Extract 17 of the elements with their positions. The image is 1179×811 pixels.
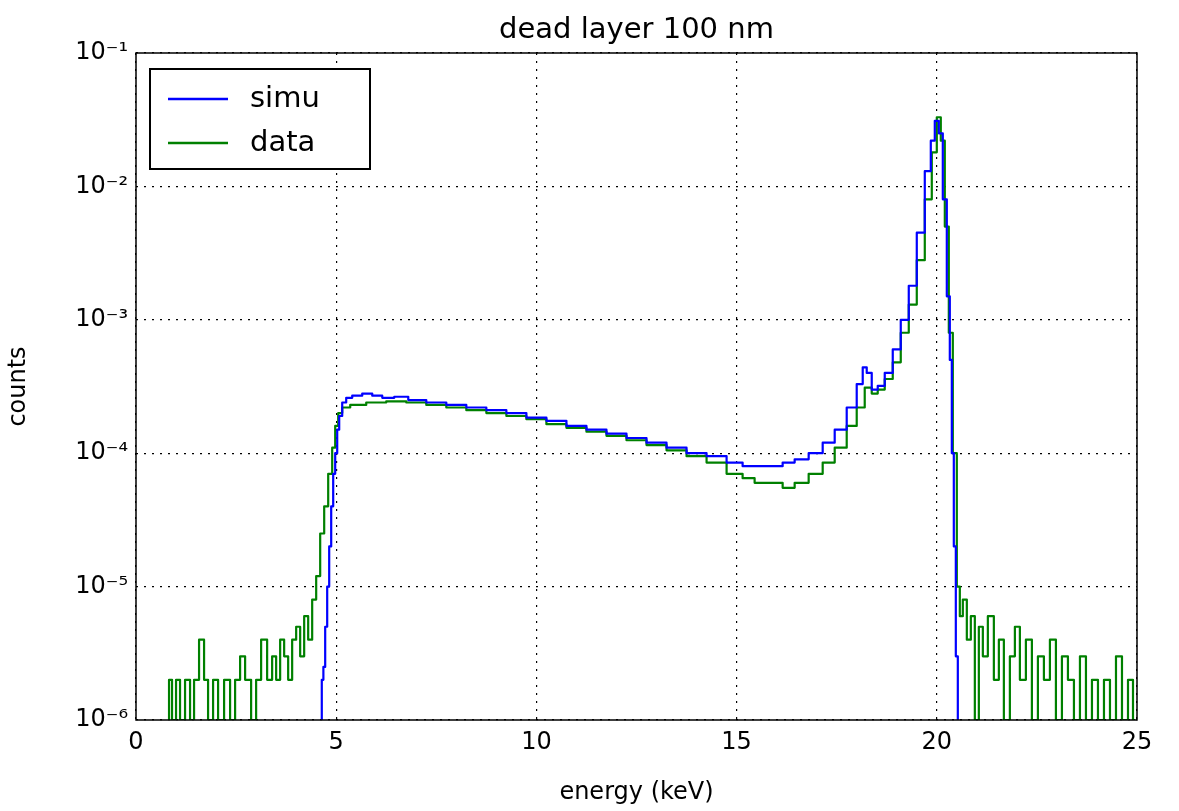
legend-label: data <box>250 123 316 158</box>
chart-title: dead layer 100 nm <box>499 11 774 45</box>
x-tick-label: 20 <box>921 726 953 755</box>
y-tick-label: 10⁻⁵ <box>75 570 128 599</box>
x-tick-label: 5 <box>328 726 344 755</box>
y-tick-label: 10⁻¹ <box>75 37 128 66</box>
x-tick-label: 10 <box>521 726 552 755</box>
y-tick-label: 10⁻² <box>75 170 128 199</box>
y-axis-title: counts <box>2 346 31 427</box>
legend-label: simu <box>250 79 320 114</box>
x-tick-label: 25 <box>1121 726 1153 755</box>
x-axis-title: energy (keV) <box>559 776 714 805</box>
y-tick-label: 10⁻⁶ <box>75 704 128 733</box>
y-tick-label: 10⁻⁴ <box>75 437 128 466</box>
x-tick-label: 0 <box>128 726 144 755</box>
y-tick-label: 10⁻³ <box>75 304 128 333</box>
x-tick-label: 15 <box>721 726 752 755</box>
